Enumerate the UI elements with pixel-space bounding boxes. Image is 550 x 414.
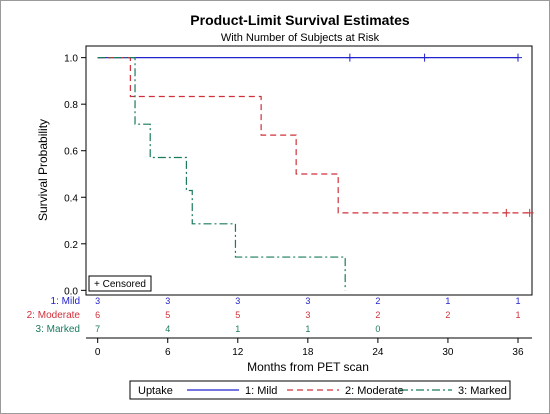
censor-mark-1 xyxy=(420,53,429,62)
x-tick-label: 6 xyxy=(165,347,171,358)
y-tick-label: 1.0 xyxy=(64,54,78,65)
series-line-2 xyxy=(97,57,530,214)
at-risk-count: 3 xyxy=(305,296,310,306)
at-risk-count: 1 xyxy=(515,296,520,306)
censor-mark-2 xyxy=(525,208,534,217)
chart-subtitle: With Number of Subjects at Risk xyxy=(221,32,380,44)
at-risk-table: 1: Mild 3 3 3 3 2 1 1 2: Moderate 6 5 5 3 2 2 1 3: Marke… xyxy=(27,296,521,335)
y-axis: 0.0 0.2 0.4 0.6 0.8 1.0 xyxy=(64,54,86,297)
series-line-3 xyxy=(97,57,346,291)
at-risk-count: 3 xyxy=(235,296,240,306)
y-axis-label: Survival Probability xyxy=(36,119,50,221)
y-tick-label: 0.4 xyxy=(64,193,78,204)
at-risk-count: 1 xyxy=(305,324,310,334)
legend-entry-3: 3: Marked xyxy=(458,385,507,397)
at-risk-row-label: 3: Marked xyxy=(36,324,80,335)
legend: Uptake 1: Mild 2: Moderate 3: Marked xyxy=(129,380,511,400)
at-risk-count: 2 xyxy=(375,310,380,320)
plot-area-frame xyxy=(85,45,533,296)
x-tick-label: 12 xyxy=(232,347,244,358)
at-risk-count: 0 xyxy=(375,324,380,334)
x-tick-label: 36 xyxy=(512,347,524,358)
at-risk-count: 3 xyxy=(165,296,170,306)
x-tick-label: 0 xyxy=(95,347,101,358)
censor-mark-1 xyxy=(345,53,354,62)
legend-entry-2: 2: Moderate xyxy=(345,385,404,397)
at-risk-count: 6 xyxy=(95,310,100,320)
legend-entry-1: 1: Mild xyxy=(245,385,277,397)
x-axis: 0 6 12 18 24 30 36 xyxy=(86,337,532,358)
at-risk-count: 1 xyxy=(235,324,240,334)
x-axis-label: Months from PET scan xyxy=(247,360,369,374)
at-risk-count: 5 xyxy=(165,310,170,320)
x-tick-label: 24 xyxy=(372,347,384,358)
y-tick-label: 0.6 xyxy=(64,147,78,158)
at-risk-count: 2 xyxy=(445,310,450,320)
at-risk-count: 3 xyxy=(305,310,310,320)
at-risk-count: 3 xyxy=(95,296,100,306)
y-tick-label: 0.0 xyxy=(64,286,78,297)
at-risk-count: 7 xyxy=(95,324,100,334)
legend-title: Uptake xyxy=(138,385,173,397)
x-tick-label: 30 xyxy=(442,347,454,358)
series-layer xyxy=(97,53,534,291)
y-tick-label: 0.2 xyxy=(64,240,78,251)
at-risk-count: 5 xyxy=(235,310,240,320)
x-tick-label: 18 xyxy=(302,347,314,358)
at-risk-count: 1 xyxy=(445,296,450,306)
at-risk-row-label: 1: Mild xyxy=(51,296,80,307)
y-tick-label: 0.8 xyxy=(64,100,78,111)
censored-note: + Censored xyxy=(94,279,146,290)
at-risk-count: 4 xyxy=(165,324,170,334)
censor-mark-1 xyxy=(513,53,522,62)
censor-mark-2 xyxy=(502,208,511,217)
at-risk-count: 1 xyxy=(515,310,520,320)
at-risk-count: 2 xyxy=(375,296,380,306)
censored-note-box xyxy=(88,275,152,292)
chart-title: Product-Limit Survival Estimates xyxy=(190,12,410,28)
at-risk-row-label: 2: Moderate xyxy=(27,310,81,321)
